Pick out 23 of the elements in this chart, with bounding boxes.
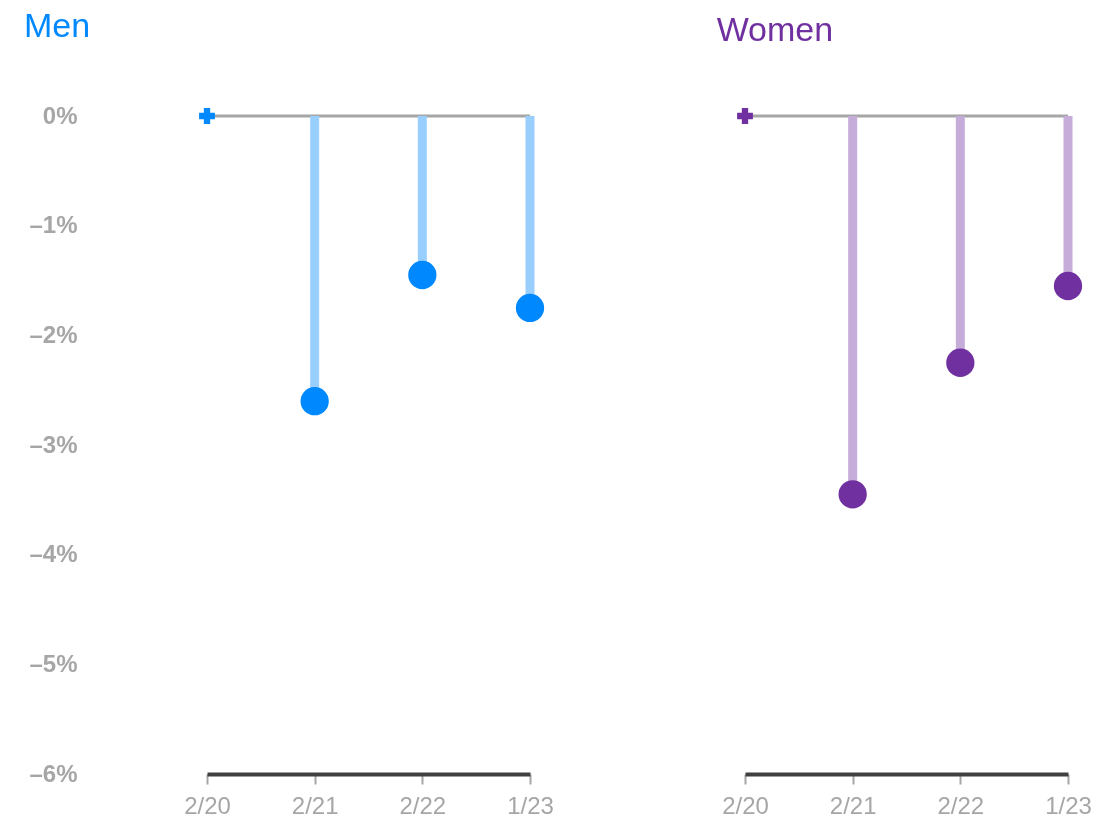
y-tick-label: 0% xyxy=(42,101,78,129)
point xyxy=(408,260,437,290)
y-tick-label: –4% xyxy=(29,540,78,568)
x-tick-label: 2/22 xyxy=(399,791,447,819)
y-tick-label: –3% xyxy=(29,430,78,458)
y-tick-label: –2% xyxy=(29,320,78,348)
chart-title: Women xyxy=(716,10,834,49)
x-tick-label: 1/23 xyxy=(507,791,554,819)
x-tick-label: 2/21 xyxy=(291,791,339,819)
chart-title: Men xyxy=(23,6,91,44)
y-tick-label: –5% xyxy=(29,649,78,677)
y-tick-label: –6% xyxy=(29,759,78,787)
x-tick-label: 2/20 xyxy=(722,791,769,819)
point xyxy=(838,480,867,509)
x-tick-label: 2/21 xyxy=(829,791,877,819)
point xyxy=(300,387,329,416)
point xyxy=(1053,271,1083,301)
y-tick-label: –1% xyxy=(29,211,78,239)
x-tick-label: 1/23 xyxy=(1045,791,1092,819)
point xyxy=(946,348,975,377)
x-tick-label: 2/22 xyxy=(937,791,985,819)
point xyxy=(515,293,545,323)
x-tick-label: 2/20 xyxy=(184,791,231,819)
